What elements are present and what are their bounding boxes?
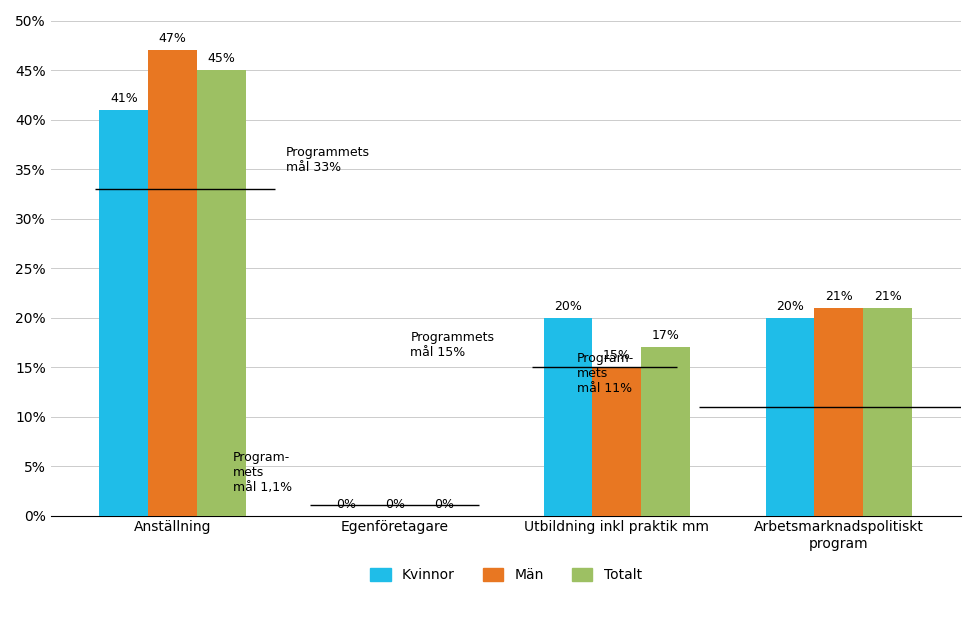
Bar: [197, 70, 246, 515]
Text: 47%: 47%: [159, 32, 186, 46]
Bar: [592, 367, 641, 515]
Text: 45%: 45%: [208, 52, 235, 65]
Bar: [765, 317, 814, 515]
Bar: [544, 317, 592, 515]
Text: 20%: 20%: [776, 299, 804, 313]
Text: 0%: 0%: [433, 497, 454, 511]
Text: 21%: 21%: [825, 290, 853, 303]
Text: 41%: 41%: [110, 92, 138, 104]
Text: Program-
mets
mål 11%: Program- mets mål 11%: [577, 352, 634, 395]
Text: 15%: 15%: [603, 349, 630, 362]
Text: 0%: 0%: [336, 497, 356, 511]
Text: 21%: 21%: [874, 290, 902, 303]
Text: 0%: 0%: [385, 497, 405, 511]
Bar: [100, 110, 148, 515]
Text: Programmets
mål 15%: Programmets mål 15%: [410, 331, 494, 359]
Legend: Kvinnor, Män, Totalt: Kvinnor, Män, Totalt: [364, 563, 647, 588]
Bar: [148, 50, 197, 515]
Text: 20%: 20%: [554, 299, 582, 313]
Text: Program-
mets
mål 1,1%: Program- mets mål 1,1%: [232, 451, 292, 494]
Bar: [814, 308, 864, 515]
Text: Programmets
mål 33%: Programmets mål 33%: [286, 146, 370, 174]
Text: 17%: 17%: [652, 329, 679, 342]
Bar: [864, 308, 913, 515]
Bar: [641, 347, 690, 515]
